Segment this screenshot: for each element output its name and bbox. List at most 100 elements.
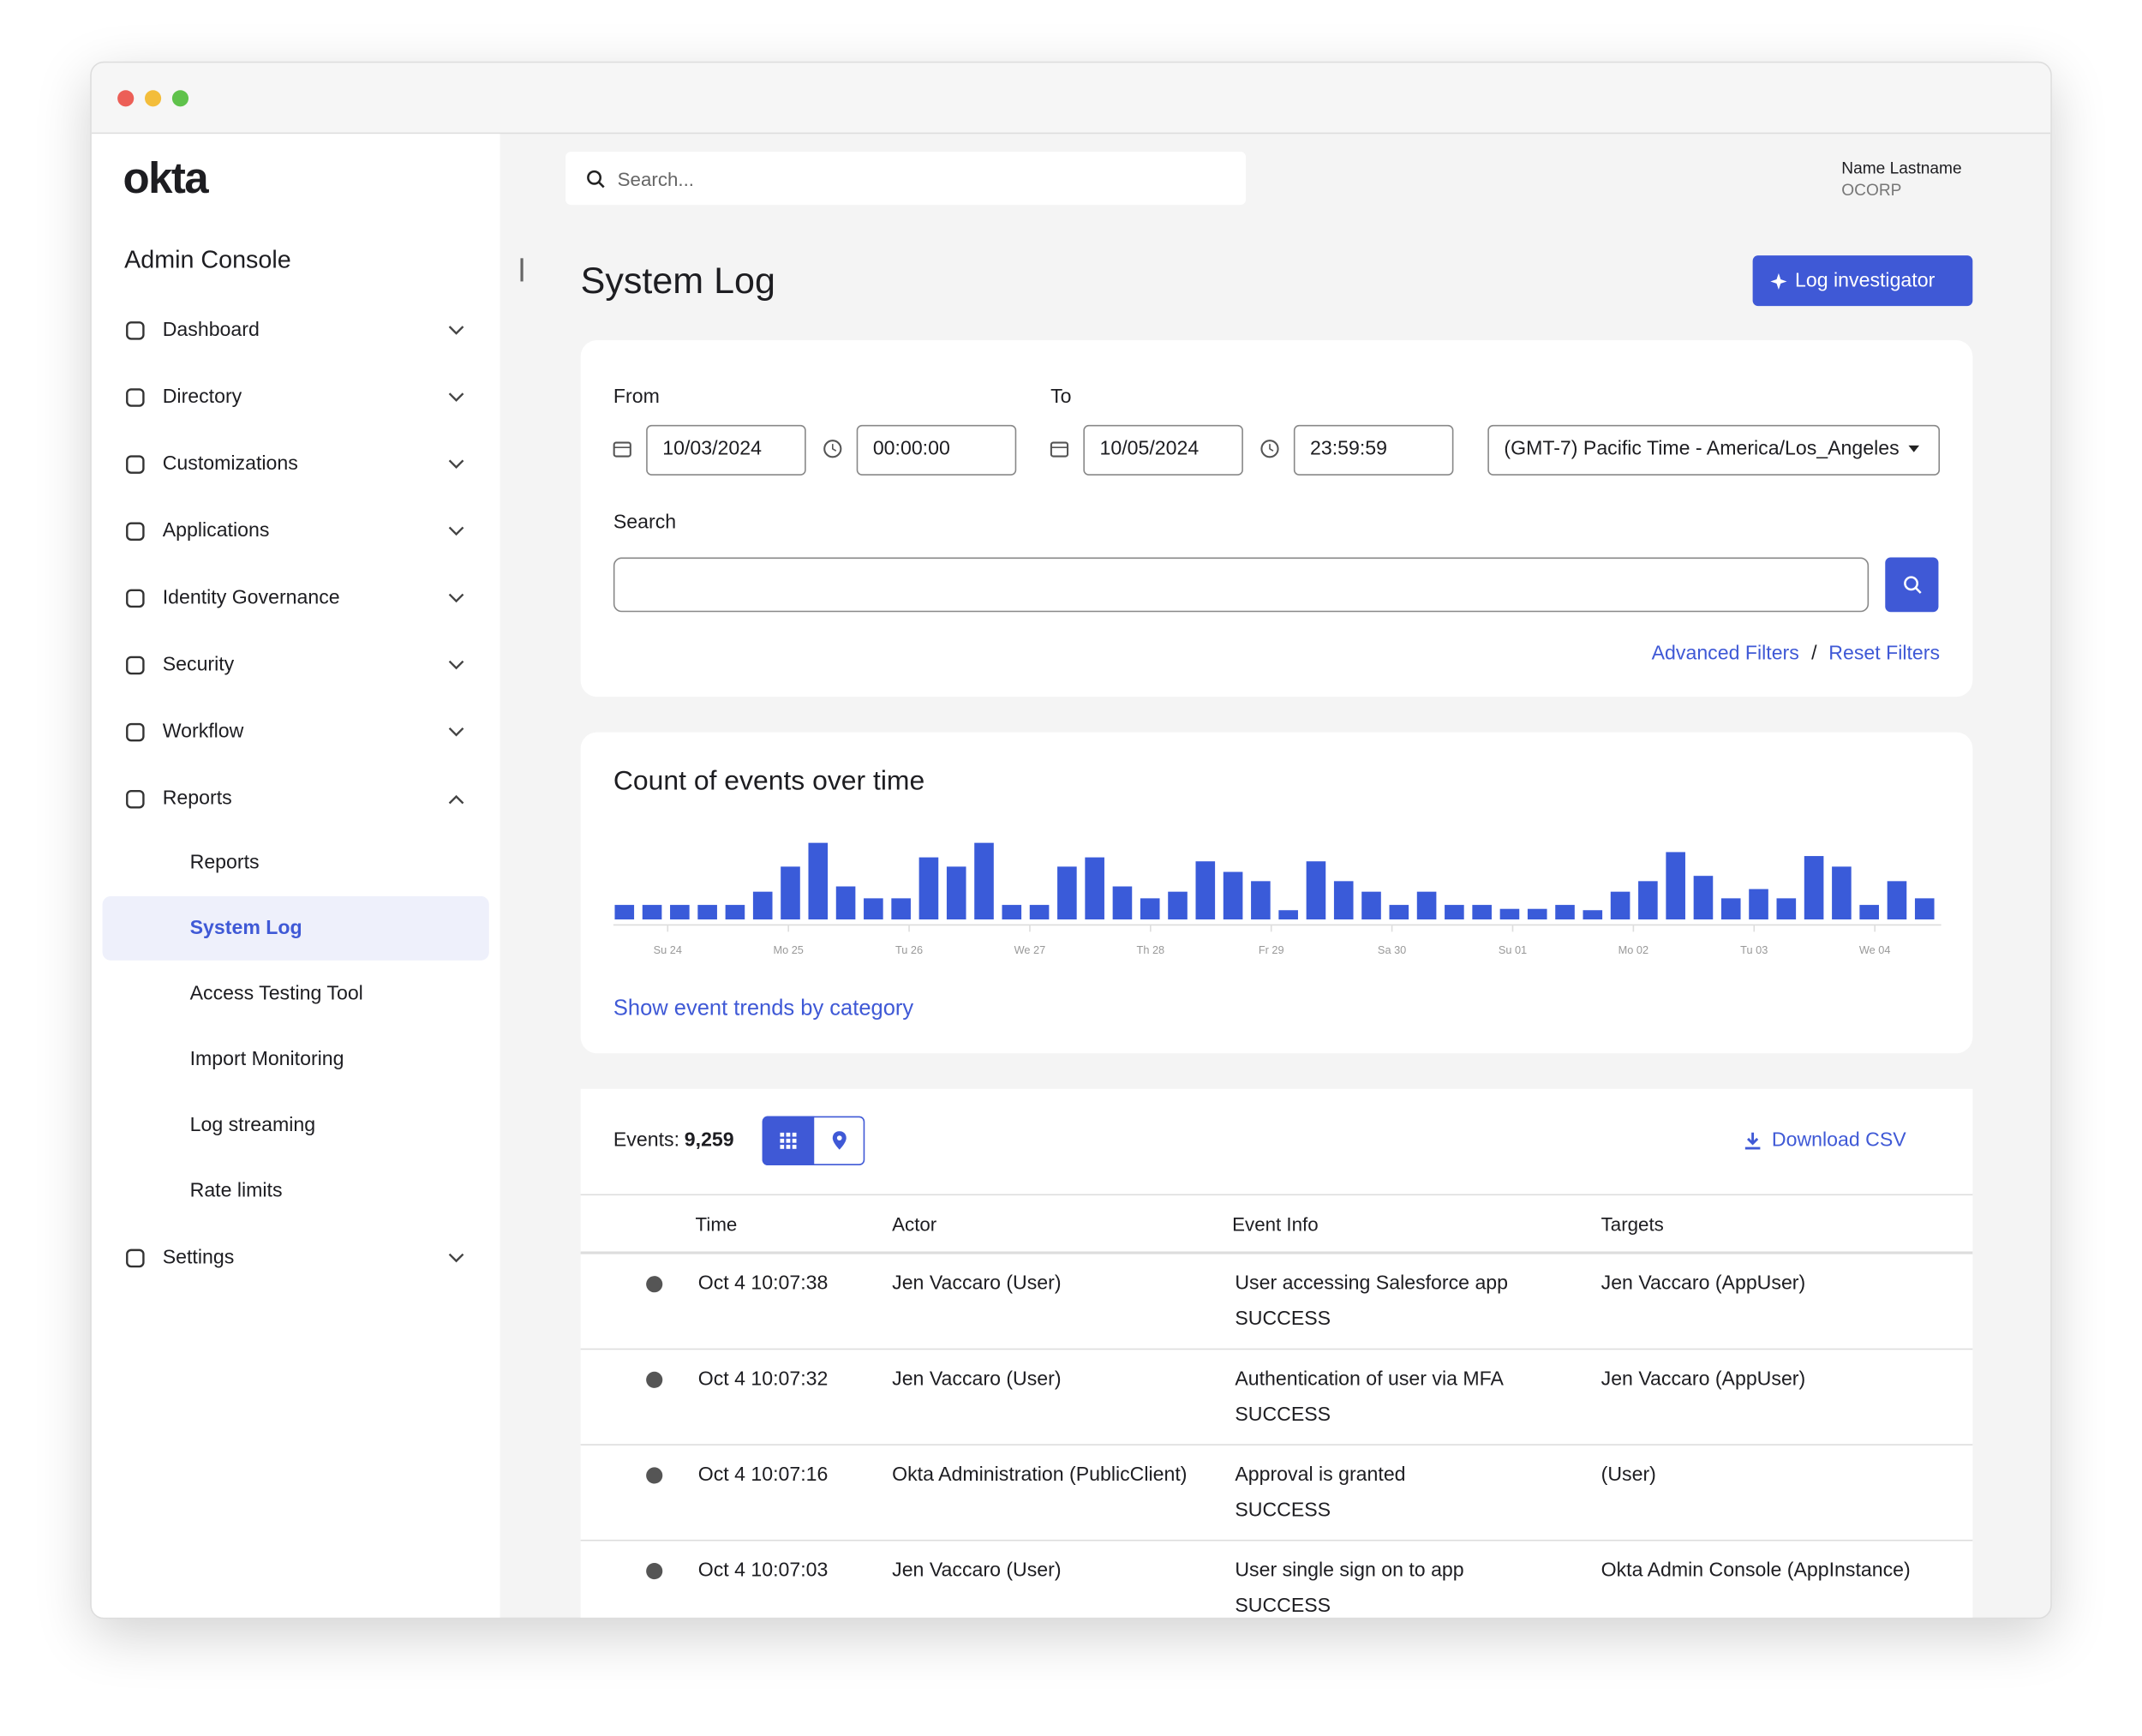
chevron <box>448 526 464 536</box>
input[interactable] <box>646 424 806 476</box>
link[interactable]: Advanced Filters <box>1651 643 1799 666</box>
expand-icon[interactable] <box>646 1371 663 1388</box>
nav-subitem[interactable]: Log streaming <box>189 1114 316 1137</box>
x-tick-label: Mo 02 <box>1618 943 1648 956</box>
x-tick-label: Mo 25 <box>773 943 803 956</box>
bar <box>1583 910 1603 920</box>
bar <box>697 905 717 920</box>
bar <box>1610 891 1630 920</box>
x-tick-label: Th 28 <box>1137 943 1165 956</box>
bar <box>1140 898 1160 920</box>
input[interactable] <box>1293 424 1454 476</box>
expand-icon[interactable] <box>646 1467 663 1484</box>
chart-link[interactable]: Show event trends by category <box>613 997 914 1021</box>
nav-item[interactable]: Identity Governance <box>162 587 340 609</box>
nav-item[interactable]: Workflow <box>162 721 244 743</box>
input[interactable] <box>1487 424 1941 476</box>
separator: / <box>1811 643 1817 666</box>
cell: Oct 4 10:07:32 <box>697 1368 829 1391</box>
expand-icon[interactable] <box>646 1562 663 1580</box>
nav-subitem[interactable]: Reports <box>189 852 260 875</box>
column-header: Actor <box>892 1212 937 1236</box>
nav-subitem[interactable]: Import Monitoring <box>189 1049 344 1071</box>
events-count: 9,259 <box>684 1129 734 1152</box>
cell: Jen Vaccaro (AppUser) <box>1601 1368 1806 1391</box>
bar <box>752 891 773 920</box>
bar <box>1776 898 1797 920</box>
calendar-icon <box>613 441 631 458</box>
link[interactable]: Reset Filters <box>1828 643 1941 666</box>
search-input[interactable] <box>613 557 1870 613</box>
nav-icon <box>126 789 145 809</box>
input-value: 00:00:00 <box>872 438 950 460</box>
search-button[interactable] <box>1885 557 1939 613</box>
nav-subitem[interactable]: System Log <box>189 918 302 940</box>
user-org: OCORP <box>1841 180 1902 200</box>
bar <box>1887 881 1907 920</box>
cell: Oct 4 10:07:16 <box>697 1464 829 1487</box>
nav-item[interactable]: Security <box>162 654 235 676</box>
nav-active-bg <box>102 895 489 961</box>
cell: SUCCESS <box>1235 1308 1331 1331</box>
chevron <box>448 326 464 335</box>
cell: User single sign on to app <box>1235 1559 1464 1582</box>
nav-item[interactable]: Settings <box>162 1247 235 1269</box>
input-value: 10/03/2024 <box>662 438 763 460</box>
x-tick-label: We 27 <box>1014 943 1046 956</box>
nav-icon <box>126 1248 145 1268</box>
input[interactable] <box>856 424 1017 476</box>
x-tick-label: Sa 30 <box>1378 943 1406 956</box>
nav-item[interactable]: Dashboard <box>162 319 260 342</box>
bar <box>946 866 966 920</box>
chart: Su 24 Mo 25 Tu 26 We 27 Th 28 Fr 29 Sa 30 Su 01… <box>613 842 1942 956</box>
bar <box>1278 910 1298 920</box>
row-divider <box>580 1251 1973 1254</box>
window-dot <box>117 90 135 107</box>
expand-icon[interactable] <box>646 1276 663 1293</box>
nav-item[interactable]: Applications <box>162 520 270 542</box>
input[interactable] <box>1083 424 1243 476</box>
nav-icon <box>126 522 145 541</box>
bar <box>974 842 994 920</box>
nav-subitem[interactable]: Rate limits <box>189 1180 283 1202</box>
nav-item[interactable]: Customizations <box>162 452 298 476</box>
x-tick-label: Fr 29 <box>1259 943 1284 956</box>
label: From <box>613 386 660 409</box>
cell: Jen Vaccaro (User) <box>892 1272 1062 1296</box>
bar <box>1029 905 1050 920</box>
grid-icon <box>780 1132 797 1149</box>
input-value: (GMT-7) Pacific Time - America/Los_Angel… <box>1504 438 1900 460</box>
app-title: Admin Console <box>124 245 291 273</box>
events-card <box>580 1088 1973 1618</box>
cell: Approval is granted <box>1235 1464 1406 1487</box>
chevron <box>448 593 464 603</box>
row-divider <box>580 1539 1973 1541</box>
bar <box>1859 905 1879 920</box>
bar <box>614 905 635 920</box>
x-tick-label: Tu 03 <box>1740 943 1768 956</box>
bar <box>891 898 911 920</box>
bar <box>1085 857 1104 920</box>
bar <box>1195 861 1216 920</box>
row-divider <box>580 1348 1973 1350</box>
bar <box>1168 891 1188 920</box>
nav-subitem[interactable]: Access Testing Tool <box>189 983 363 1006</box>
download-link[interactable]: Download CSV <box>1771 1129 1906 1152</box>
input-value: 10/05/2024 <box>1099 438 1200 460</box>
top-search[interactable] <box>565 151 1247 206</box>
bar <box>1223 871 1243 920</box>
dropdown-caret <box>1908 445 1920 452</box>
nav-item[interactable]: Directory <box>162 386 242 409</box>
log-investigator-button[interactable] <box>1752 255 1973 307</box>
bar <box>1527 908 1547 920</box>
page-title: System Log <box>580 260 775 302</box>
bar <box>1112 886 1133 920</box>
chart-title: Count of events over time <box>613 766 925 797</box>
download-icon <box>1744 1132 1761 1150</box>
window-dot <box>171 90 189 107</box>
bar <box>1389 905 1409 920</box>
nav-item[interactable]: Reports <box>162 787 232 811</box>
bar <box>1749 889 1768 920</box>
pin-icon <box>832 1131 847 1150</box>
